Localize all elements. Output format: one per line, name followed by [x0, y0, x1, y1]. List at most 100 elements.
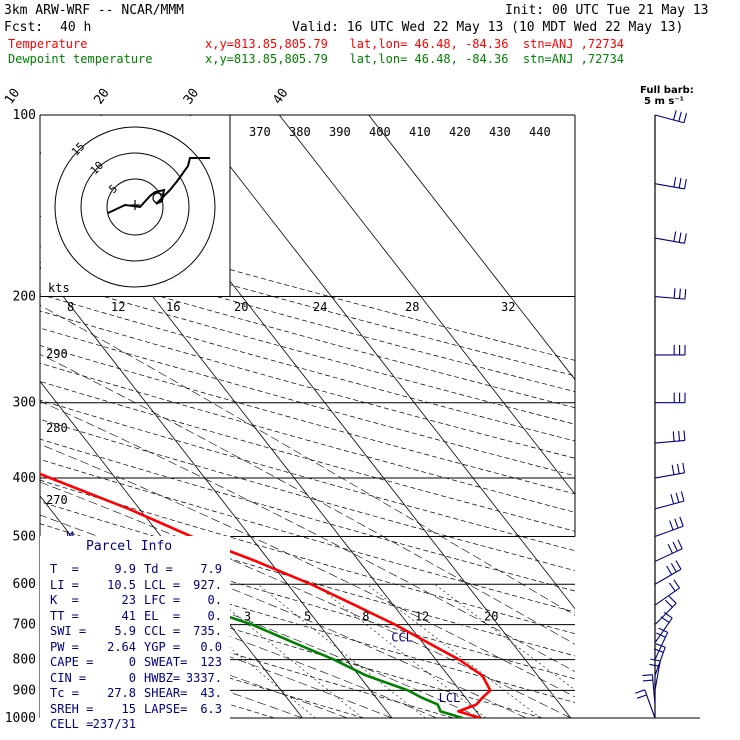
mixing-ratio-label: 20: [484, 610, 498, 624]
wind-barb: [649, 658, 661, 691]
parcel-param-label: TT =: [50, 608, 79, 623]
header-fcst-label: Fcst:: [4, 20, 44, 35]
chart-traces: [40, 472, 492, 718]
barb-legend-line2: 5 m s⁻¹: [644, 96, 684, 107]
isotherm-line: [278, 115, 575, 495]
dry-adiabat: [40, 569, 543, 718]
mixing-ratio-label: 12: [415, 610, 429, 624]
parcel-param-value: 123: [200, 655, 222, 669]
header-model: 3km ARW-WRF -- NCAR/MMM: [4, 3, 185, 18]
moist-adiabat: [40, 609, 348, 718]
dry-adiabat: [40, 501, 575, 657]
parcel-param-value: 7.9: [200, 562, 222, 576]
theta-label: 390: [329, 125, 351, 139]
parcel-param-value: 0: [128, 670, 136, 685]
parcel-param-label: HWBZ=: [144, 670, 181, 685]
wind-barb: [654, 560, 682, 585]
parcel-param-label: SHEAR=: [144, 686, 188, 700]
parcel-param-value: 0.: [207, 593, 222, 607]
moist-adiabat: [40, 589, 393, 718]
hodograph-storm-motion: [152, 192, 164, 204]
wind-barb: [654, 110, 688, 124]
hodograph-unit-label: kts: [48, 281, 70, 295]
pressure-tick-label: 100: [13, 108, 36, 123]
wind-barb: [654, 491, 685, 510]
moist-adiabat: [40, 443, 575, 698]
parcel-param-value: 0.: [207, 608, 222, 623]
parcel-param-label: Tc =: [50, 686, 79, 700]
hodograph-ring: [106, 178, 164, 236]
dry-adiabat: [0, 115, 6, 718]
dry-adiabat: [40, 458, 575, 613]
isotherm-label: 20: [91, 86, 112, 107]
theta-left-label: 290: [46, 347, 68, 361]
parcel-param-value: 43.: [200, 686, 222, 700]
theta-left-label: 280: [46, 421, 68, 435]
dry-adiabat: [40, 261, 575, 409]
mixing-ratio-label: 5: [304, 610, 311, 624]
wind-barb: [654, 579, 681, 606]
parcel-param-label: CAPE =: [50, 655, 94, 669]
moist-adiabat: [40, 354, 575, 645]
header-fcst-value: 40 h: [60, 20, 92, 35]
parcel-param-label: SREH =: [50, 701, 94, 716]
dry-adiabat: [40, 310, 575, 459]
legend-dewpoint-location: x,y=813.85,805.79 lat,lon= 46.48, -84.36…: [205, 52, 625, 66]
parcel-param-value: 0.0: [200, 639, 222, 654]
dry-adiabat: [40, 438, 575, 592]
legend-temperature-label: Temperature: [8, 37, 88, 51]
hodograph-ring: [80, 152, 190, 262]
parcel-param-value: 3337.: [185, 670, 222, 685]
pressure-tick-label: 300: [13, 396, 36, 411]
pressure-tick-label: 1000: [5, 711, 36, 726]
hodograph-ring: [54, 126, 216, 288]
parcel-param-label: CIN =: [50, 670, 87, 685]
parcel-param-value: 6.3: [200, 701, 222, 716]
parcel-param-label: CCL =: [144, 624, 181, 638]
parcel-param-label: EL =: [144, 608, 181, 623]
dry-adiabat: [40, 593, 454, 718]
hodograph-scale-label: 8: [67, 300, 74, 314]
wind-barbs: [635, 110, 688, 719]
theta-left-label: 270: [46, 493, 68, 507]
parcel-param-value: 237/31: [92, 717, 136, 731]
wind-barb: [654, 516, 684, 537]
pressure-tick-label: 900: [13, 683, 36, 698]
mixing-ratio-line: [434, 583, 575, 691]
wind-barb: [654, 611, 673, 643]
isotherm-line: [40, 266, 393, 718]
wind-barb: [654, 462, 686, 479]
parcel-param-label: T =: [50, 562, 79, 576]
isotherm-line: [189, 115, 575, 610]
parcel-info-panel: Parcel Info T = 9.9 Td = 7.9 LI = 10.5 LCL = 92…: [40, 536, 230, 731]
dry-adiabat: [40, 546, 575, 703]
legend-dewpoint-label: Dewpoint temperature: [8, 52, 153, 66]
pressure-tick-label: 600: [13, 577, 36, 592]
dry-adiabat: [40, 345, 575, 495]
theta-label: 430: [489, 125, 511, 139]
isotherm-line: [368, 115, 575, 381]
parcel-info-title: Parcel Info: [86, 539, 173, 554]
theta-label: 420: [449, 125, 471, 139]
hodograph-scale-label: 32: [501, 300, 515, 314]
pressure-tick-label: 800: [13, 653, 36, 668]
wind-barb: [642, 674, 656, 705]
parcel-param-label: K =: [50, 593, 79, 607]
theta-label: 440: [529, 125, 551, 139]
mixing-ratio-label: 8: [362, 610, 369, 624]
parcel-param-label: LCL =: [144, 577, 181, 592]
parcel-param-value: 15: [121, 701, 136, 716]
parcel-param-label: LAPSE=: [144, 701, 188, 716]
pressure-tick-label: 500: [13, 529, 36, 544]
parcel-param-label: SWEAT=: [144, 655, 188, 669]
hodograph-scale-label: 16: [166, 300, 180, 314]
dewpoint-trace: [40, 568, 463, 718]
wind-barb: [654, 430, 686, 444]
annotation-ccl: CCL: [391, 630, 413, 644]
header-valid: Valid: 16 UTC Wed 22 May 13 (10 MDT Wed …: [292, 20, 684, 35]
parcel-param-value: 9.9: [114, 562, 136, 576]
parcel-param-value: 927.: [193, 577, 222, 592]
parcel-param-value: 0: [128, 655, 136, 669]
